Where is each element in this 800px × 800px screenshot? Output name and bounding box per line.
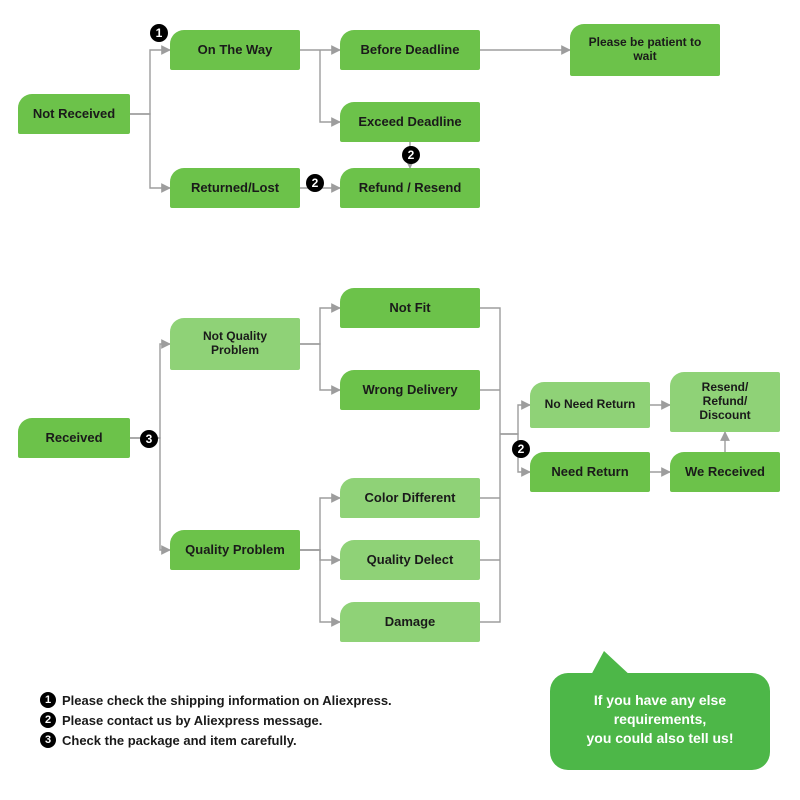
flowchart-canvas: Not Received On The Way Returned/Lost Befor… <box>0 0 800 800</box>
node-we-received: We Received <box>670 452 780 492</box>
node-qual-defect: Quality Delect <box>340 540 480 580</box>
footnote-1: 1 Please check the shipping information … <box>40 692 392 708</box>
edge-11 <box>300 498 340 550</box>
node-received: Received <box>18 418 130 458</box>
speech-bubble-line1: If you have any else requirements, <box>566 691 754 729</box>
speech-bubble-body: If you have any else requirements, you c… <box>550 673 770 770</box>
footnotes: 1 Please check the shipping information … <box>40 688 392 752</box>
speech-bubble: If you have any else requirements, you c… <box>550 673 770 770</box>
node-resend-refund: Resend/ Refund/ Discount <box>670 372 780 432</box>
badge-3-3: 3 <box>140 430 158 448</box>
edge-12 <box>300 550 340 560</box>
footnote-text-1: Please check the shipping information on… <box>62 693 392 708</box>
node-on-the-way: On The Way <box>170 30 300 70</box>
footnote-badge-1: 1 <box>40 692 56 708</box>
footnote-text-2: Please contact us by Aliexpress message. <box>62 713 322 728</box>
node-wrong-del: Wrong Delivery <box>340 370 480 410</box>
footnote-3: 3 Check the package and item carefully. <box>40 732 392 748</box>
speech-bubble-line2: you could also tell us! <box>566 729 754 748</box>
node-not-fit: Not Fit <box>340 288 480 328</box>
edge-19 <box>500 405 530 434</box>
node-exceed-dl: Exceed Deadline <box>340 102 480 142</box>
node-refund-resend: Refund / Resend <box>340 168 480 208</box>
node-not-qp: Not Quality Problem <box>170 318 300 370</box>
node-not-received: Not Received <box>18 94 130 134</box>
badge-2-1: 2 <box>306 174 324 192</box>
badge-1-0: 1 <box>150 24 168 42</box>
node-damage: Damage <box>340 602 480 642</box>
edge-9 <box>300 308 340 344</box>
node-need-ret: Need Return <box>530 452 650 492</box>
edge-14 <box>480 308 500 434</box>
footnote-badge-3: 3 <box>40 732 56 748</box>
edge-3 <box>320 50 340 122</box>
badge-2-2: 2 <box>402 146 420 164</box>
edge-13 <box>300 550 340 622</box>
node-patient: Please be patient to wait <box>570 24 720 76</box>
edge-7 <box>130 344 170 438</box>
edge-8 <box>130 438 170 550</box>
node-no-need-ret: No Need Return <box>530 382 650 428</box>
footnote-badge-2: 2 <box>40 712 56 728</box>
speech-bubble-tail-icon <box>590 651 632 677</box>
footnote-2: 2 Please contact us by Aliexpress messag… <box>40 712 392 728</box>
edge-1 <box>130 114 170 188</box>
node-color-diff: Color Different <box>340 478 480 518</box>
node-before-dl: Before Deadline <box>340 30 480 70</box>
footnote-text-3: Check the package and item carefully. <box>62 733 297 748</box>
edge-18 <box>480 434 500 622</box>
edge-0 <box>130 50 170 114</box>
node-qp: Quality Problem <box>170 530 300 570</box>
node-returned-lost: Returned/Lost <box>170 168 300 208</box>
badge-2-4: 2 <box>512 440 530 458</box>
edge-10 <box>300 344 340 390</box>
